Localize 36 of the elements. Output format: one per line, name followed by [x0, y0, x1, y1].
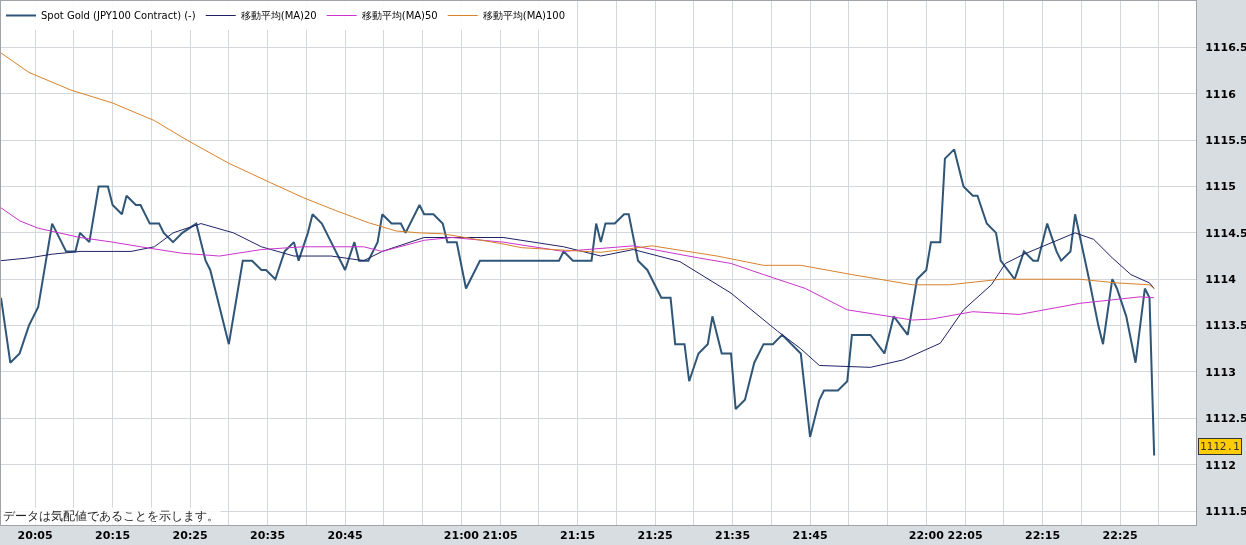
legend-label: Spot Gold (JPY100 Contract) (-): [41, 10, 196, 22]
y-tick-label: 1116: [1205, 87, 1237, 101]
x-tick-label: 22:15: [1025, 529, 1061, 543]
y-tick-label: 1114: [1205, 273, 1237, 287]
y-tick-label: 1112.5: [1205, 412, 1246, 426]
y-tick-label: 1114.5: [1205, 226, 1246, 240]
legend-label: 移動平均(MA)20: [240, 10, 317, 22]
x-tick-label: 21:25: [637, 529, 673, 543]
x-tick-label: 20:45: [327, 529, 363, 543]
legend-label: 移動平均(MA)50: [361, 10, 438, 22]
text: 1112.1: [1200, 440, 1240, 453]
line-series: [1, 148, 1156, 457]
x-tick-label: 21:45: [792, 529, 828, 543]
y-tick-label: 1116.5: [1205, 41, 1246, 55]
line-series: [1, 223, 1155, 368]
line-series: [1, 52, 1155, 289]
x-tick-label: 21:15: [560, 529, 596, 543]
x-tick-label: 22:25: [1102, 529, 1138, 543]
y-tick-label: 1113: [1205, 365, 1236, 379]
y-tick-label: 1113.5: [1205, 319, 1246, 333]
legend-label: 移動平均(MA)100: [482, 10, 566, 22]
annotation: データは気配値であることを示します。: [3, 509, 219, 523]
y-tick-label: 1111.5: [1205, 504, 1246, 518]
y-tick-label: 1115.5: [1205, 133, 1246, 147]
x-tick-label: 21:35: [715, 529, 751, 543]
y-tick-label: 1115: [1205, 180, 1236, 194]
x-tick-label: 21:05: [482, 529, 518, 543]
x-tick-label: 20:35: [250, 529, 286, 543]
x-tick-label: 20:15: [95, 529, 131, 543]
x-tick-label: 22:00: [908, 529, 945, 543]
x-tick-label: 20:25: [172, 529, 208, 543]
x-tick-label: 20:05: [17, 529, 53, 543]
y-tick-label: 1112: [1205, 458, 1236, 472]
line-series: [1, 207, 1155, 321]
x-tick-label: 22:05: [947, 529, 983, 543]
x-tick-label: 21:00: [443, 529, 480, 543]
